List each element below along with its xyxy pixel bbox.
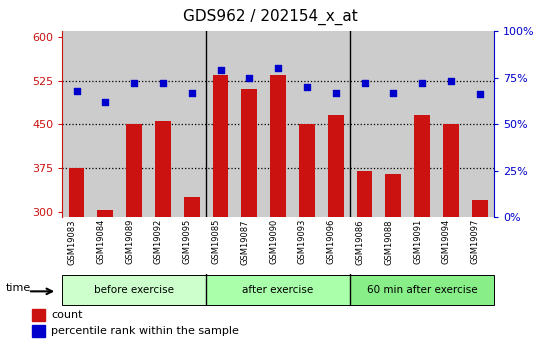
- Bar: [126, 124, 142, 217]
- FancyBboxPatch shape: [206, 275, 350, 305]
- Text: GDS962 / 202154_x_at: GDS962 / 202154_x_at: [183, 9, 357, 25]
- Point: [332, 90, 340, 95]
- Text: GSM19087: GSM19087: [240, 219, 249, 265]
- Text: GSM19097: GSM19097: [471, 219, 480, 265]
- Point: [216, 67, 225, 73]
- Bar: [386, 174, 401, 217]
- Point: [360, 80, 369, 86]
- Text: GSM19089: GSM19089: [125, 219, 134, 265]
- Bar: [356, 171, 373, 217]
- Bar: [241, 89, 257, 217]
- FancyBboxPatch shape: [350, 275, 494, 305]
- Text: GSM19092: GSM19092: [154, 219, 163, 264]
- Text: GSM19094: GSM19094: [442, 219, 451, 264]
- Text: time: time: [5, 283, 31, 293]
- Text: after exercise: after exercise: [242, 285, 314, 295]
- Point: [187, 90, 196, 95]
- Bar: [472, 200, 488, 217]
- FancyBboxPatch shape: [62, 275, 206, 305]
- Text: before exercise: before exercise: [94, 285, 174, 295]
- Point: [447, 79, 455, 84]
- Text: GSM19084: GSM19084: [96, 219, 105, 265]
- Bar: [299, 124, 315, 217]
- Text: GSM19095: GSM19095: [183, 219, 192, 264]
- Point: [302, 84, 311, 90]
- Bar: [32, 325, 45, 337]
- Text: GSM19093: GSM19093: [298, 219, 307, 265]
- Text: 60 min after exercise: 60 min after exercise: [367, 285, 477, 295]
- Bar: [184, 197, 200, 217]
- Point: [159, 80, 167, 86]
- Text: GSM19091: GSM19091: [413, 219, 422, 264]
- Bar: [443, 124, 459, 217]
- Bar: [155, 121, 171, 217]
- Point: [274, 66, 282, 71]
- Point: [101, 99, 110, 105]
- Bar: [270, 75, 286, 217]
- Text: GSM19096: GSM19096: [327, 219, 336, 265]
- Point: [389, 90, 397, 95]
- Text: GSM19086: GSM19086: [355, 219, 364, 265]
- Text: percentile rank within the sample: percentile rank within the sample: [51, 326, 239, 336]
- Point: [72, 88, 81, 93]
- Bar: [69, 168, 84, 217]
- Text: GSM19090: GSM19090: [269, 219, 278, 264]
- Bar: [213, 75, 228, 217]
- Point: [475, 92, 484, 97]
- Bar: [32, 309, 45, 321]
- Text: GSM19088: GSM19088: [384, 219, 393, 265]
- Point: [245, 75, 254, 80]
- Text: count: count: [51, 310, 83, 320]
- Point: [130, 80, 138, 86]
- Bar: [414, 116, 430, 217]
- Bar: [328, 116, 343, 217]
- Bar: [97, 210, 113, 217]
- Text: GSM19085: GSM19085: [212, 219, 220, 265]
- Point: [418, 80, 427, 86]
- Text: GSM19083: GSM19083: [68, 219, 77, 265]
